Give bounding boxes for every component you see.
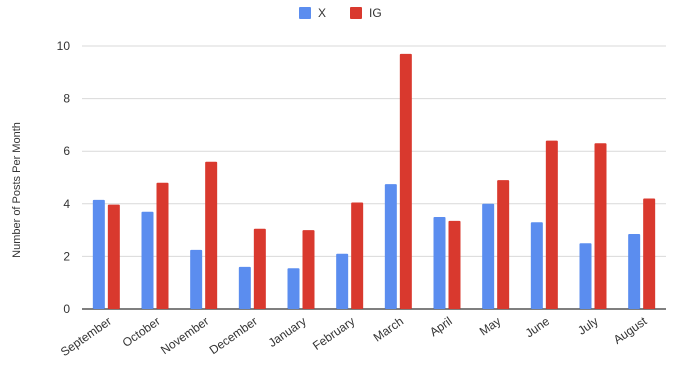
bar-ig-january	[302, 230, 315, 309]
legend-swatch-ig	[350, 7, 362, 19]
x-tick-label: September	[58, 314, 114, 359]
y-tick-label: 0	[63, 302, 70, 316]
bar-x-february	[336, 253, 349, 309]
x-tick-label: March	[371, 314, 406, 345]
legend-label-ig: IG	[369, 6, 382, 20]
legend-label-x: X	[318, 6, 326, 20]
bar-x-march	[384, 184, 397, 309]
legend-swatch-x	[299, 7, 311, 19]
bar-ig-april	[448, 220, 461, 309]
bar-x-august	[628, 234, 641, 309]
bar-ig-march	[399, 53, 412, 309]
bar-ig-february	[351, 202, 364, 309]
y-axis-title: Number of Posts Per Month	[11, 122, 23, 258]
bar-x-december	[238, 266, 251, 309]
x-tick-label: October	[120, 314, 163, 350]
bar-x-may	[482, 203, 495, 309]
y-tick-label: 10	[57, 39, 71, 53]
x-tick-label: May	[477, 314, 504, 338]
bar-ig-november	[205, 161, 218, 309]
x-tick-label: April	[427, 314, 455, 339]
bars	[92, 53, 656, 309]
bar-x-june	[530, 222, 543, 309]
y-tick-label: 2	[63, 249, 70, 263]
y-tick-label: 4	[63, 197, 70, 211]
y-tick-label: 6	[63, 144, 70, 158]
bar-x-april	[433, 216, 446, 309]
bar-ig-december	[253, 228, 266, 309]
x-tick-label: July	[575, 314, 601, 338]
bar-x-october	[141, 211, 154, 309]
y-tick-label: 8	[63, 92, 70, 106]
x-tick-label: November	[158, 314, 211, 357]
gridlines	[82, 45, 666, 310]
bar-ig-june	[545, 140, 558, 309]
bar-ig-august	[643, 198, 656, 309]
bar-ig-october	[156, 182, 169, 309]
bar-x-july	[579, 243, 592, 309]
bar-ig-september	[107, 204, 120, 309]
y-axis: 0 2 4 6 8 10	[57, 39, 71, 316]
legend: X IG	[299, 6, 382, 20]
x-tick-label: June	[523, 314, 553, 341]
bar-x-january	[287, 268, 300, 309]
bar-ig-may	[497, 180, 510, 309]
bar-x-september	[92, 199, 105, 309]
bar-x-november	[190, 249, 203, 309]
x-tick-label: February	[310, 314, 357, 353]
bar-ig-july	[594, 143, 607, 309]
x-tick-label: January	[266, 314, 309, 350]
x-tick-label: August	[611, 314, 650, 347]
x-tick-label: December	[207, 314, 260, 357]
